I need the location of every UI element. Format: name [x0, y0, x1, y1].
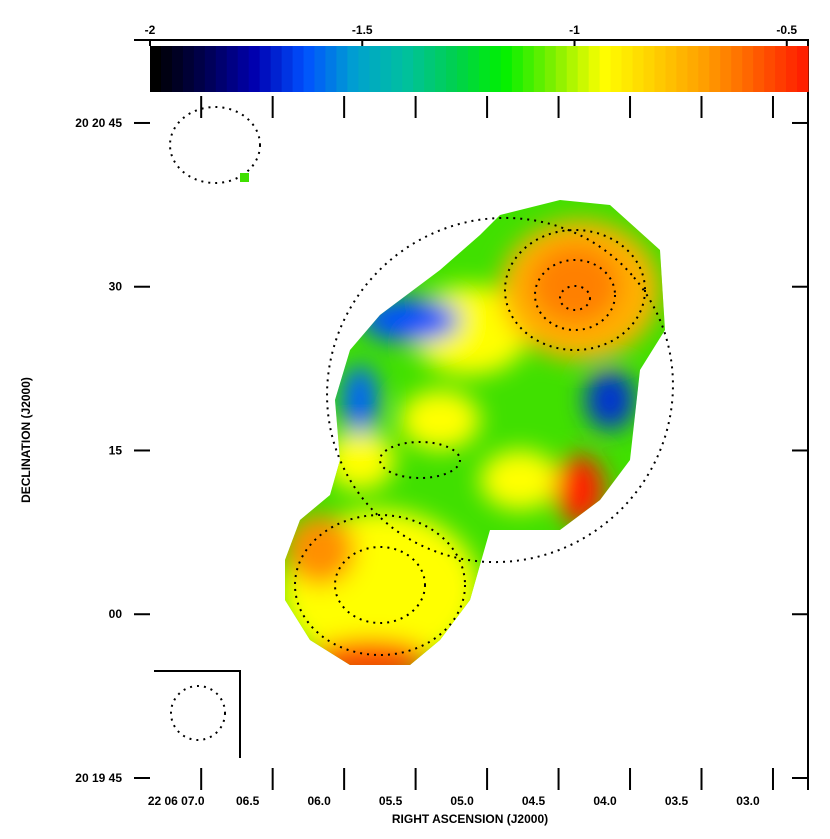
colorbar-cell: [358, 46, 370, 92]
colorbar-cell: [632, 46, 645, 92]
colorbar-cell: [511, 46, 524, 92]
colorbar-cell: [215, 46, 228, 92]
colorbar-cell: [599, 46, 612, 92]
colorbar-cell: [643, 46, 656, 92]
colorbar-cell: [226, 46, 239, 92]
colorbar-cell: [621, 46, 634, 92]
x-tick-label: 03.5: [665, 794, 689, 808]
colorbar-cell: [500, 46, 513, 92]
colorbar-cell: [698, 46, 710, 92]
colorbar-cell: [248, 46, 261, 92]
x-tick-label: 06.0: [307, 794, 331, 808]
colorbar-cell: [160, 46, 173, 92]
colorbar-cell: [468, 46, 480, 92]
colorbar-cell: [150, 46, 162, 92]
colorbar-tick-label: -2: [145, 23, 156, 37]
colorbar-cell: [325, 46, 338, 92]
colorbar-cell: [610, 46, 623, 92]
colorbar-cell: [369, 46, 381, 92]
colorbar-cell: [522, 46, 535, 92]
colorbar-cell: [753, 46, 765, 92]
colorbar-cell: [314, 46, 327, 92]
colorbar-cell: [577, 46, 590, 92]
y-axis-title: DECLINATION (J2000): [19, 377, 33, 503]
colorbar-cell: [391, 46, 403, 92]
colorbar-cell: [336, 46, 348, 92]
colorbar-cell: [193, 46, 206, 92]
colorbar-cell: [489, 46, 502, 92]
colorbar-cell: [424, 46, 436, 92]
y-tick-label: 15: [109, 443, 123, 457]
y-tick-label: 20 20 45: [75, 116, 122, 130]
colorbar-cell: [413, 46, 425, 92]
colorbar-cell: [709, 46, 721, 92]
colorbar-cell: [742, 46, 754, 92]
frame: [134, 39, 809, 790]
colorbar-cell: [446, 46, 458, 92]
colorbar-cell: [204, 46, 217, 92]
colorbar-cell: [259, 46, 272, 92]
colorbar-cell: [171, 46, 184, 92]
x-tick-label: 03.0: [736, 794, 760, 808]
x-tick-label: 04.5: [522, 794, 546, 808]
colorbar-cell: [786, 46, 798, 92]
colorbar-cell: [775, 46, 787, 92]
colorbar-cell: [566, 46, 579, 92]
colorbar-cell: [588, 46, 601, 92]
y-tick-label: 20 19 45: [75, 771, 122, 785]
colorbar-cell: [457, 46, 469, 92]
colorbar-cell: [533, 46, 546, 92]
spectral-index-map: [285, 200, 665, 665]
colorbar-cell: [270, 46, 283, 92]
colorbar-cell: [555, 46, 568, 92]
y-tick-label: 00: [109, 607, 123, 621]
colorbar-cell: [731, 46, 743, 92]
colorbar-cell: [292, 46, 305, 92]
x-tick-label: 22 06 07.0: [148, 794, 205, 808]
colorbar-cell: [281, 46, 294, 92]
colorbar-tick-label: -0.5: [776, 23, 797, 37]
contours: [169, 106, 674, 741]
marker: [240, 173, 249, 182]
colorbar-cell: [479, 46, 491, 92]
x-axis-title: RIGHT ASCENSION (J2000): [392, 812, 548, 826]
colorbar-cell: [654, 46, 667, 92]
x-tick-label: 05.5: [379, 794, 403, 808]
colorbar-tick-label: -1.5: [352, 23, 373, 37]
colorbar-cell: [237, 46, 250, 92]
colorbar-cell: [303, 46, 316, 92]
colorbar-tick-label: -1: [569, 23, 580, 37]
colorbar-cell: [764, 46, 776, 92]
colorbar-cell: [687, 46, 699, 92]
colorbar-cell: [347, 46, 359, 92]
x-tick-label: 06.5: [236, 794, 260, 808]
y-tick-label: 30: [109, 280, 123, 294]
colorbar-cell: [797, 46, 809, 92]
colorbar-cell: [544, 46, 557, 92]
x-tick-label: 05.0: [450, 794, 474, 808]
colorbar-cell: [380, 46, 392, 92]
colorbar-cell: [720, 46, 732, 92]
colorbar-cell: [182, 46, 195, 92]
colorbar-cell: [402, 46, 414, 92]
colorbar-cell: [435, 46, 447, 92]
beam-box: [154, 670, 241, 758]
colorbar-cell: [676, 46, 688, 92]
colorbar-cell: [665, 46, 677, 92]
x-tick-label: 04.0: [593, 794, 617, 808]
